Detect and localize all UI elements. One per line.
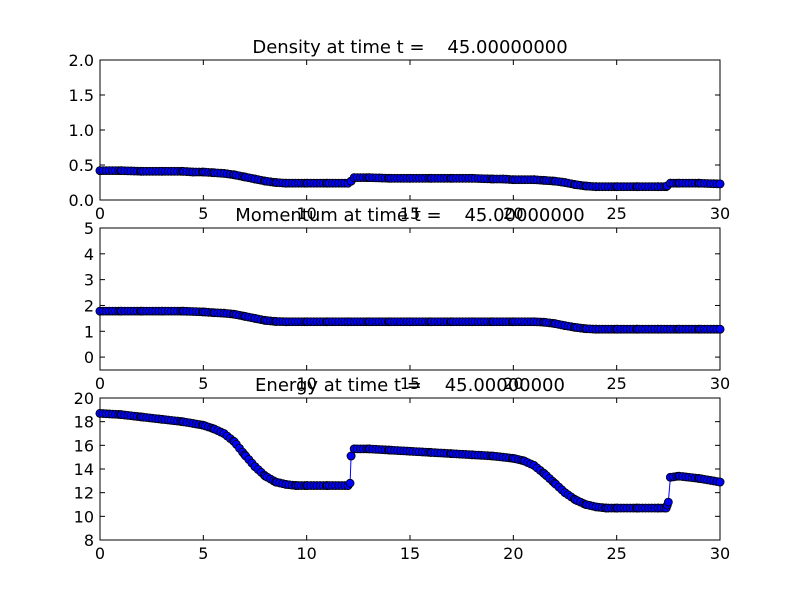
- density-data-point: [715, 179, 725, 189]
- density-x-tick-label: 30: [710, 204, 730, 223]
- energy-title: Energy at time t = 45.00000000: [255, 375, 565, 396]
- energy-x-tick-label: 20: [503, 544, 523, 563]
- energy-y-tick-label: 10: [74, 507, 94, 526]
- energy-y-tick-label: 8: [84, 531, 94, 550]
- energy-x-tick-label: 0: [95, 544, 105, 563]
- energy-y-tick-label: 16: [74, 436, 94, 455]
- energy-data-point: [663, 497, 673, 507]
- momentum-y-tick-label: 2: [84, 296, 94, 315]
- momentum-y-tick-label: 1: [84, 322, 94, 341]
- density-y-tick-label: 0.5: [69, 156, 94, 175]
- energy-x-tick-label: 25: [606, 544, 626, 563]
- density-title: Density at time t = 45.00000000: [252, 37, 567, 58]
- density-y-tick-label: 2.0: [69, 51, 94, 70]
- density-x-tick-label: 20: [503, 204, 523, 223]
- density-x-tick-label: 10: [296, 204, 316, 223]
- momentum-y-tick-label: 5: [84, 219, 94, 238]
- momentum-x-tick-label: 0: [95, 374, 105, 393]
- momentum-x-tick-label: 15: [400, 374, 420, 393]
- energy-y-tick-label: 14: [74, 460, 94, 479]
- density-y-tick-label: 0.0: [69, 191, 94, 210]
- energy-x-tick-label: 5: [198, 544, 208, 563]
- momentum-x-tick-label: 5: [198, 374, 208, 393]
- density-x-tick-label: 0: [95, 204, 105, 223]
- density-y-tick-label: 1.0: [69, 121, 94, 140]
- momentum-y-tick-label: 0: [84, 348, 94, 367]
- energy-x-tick-label: 30: [710, 544, 730, 563]
- momentum-y-tick-label: 4: [84, 245, 94, 264]
- density-x-tick-label: 5: [198, 204, 208, 223]
- momentum-title: Momentum at time t = 45.00000000: [235, 205, 584, 226]
- density-x-tick-label: 25: [606, 204, 626, 223]
- energy-y-tick-label: 20: [74, 389, 94, 408]
- energy-y-tick-label: 18: [74, 413, 94, 432]
- momentum-x-tick-label: 20: [503, 374, 523, 393]
- energy-x-tick-label: 10: [296, 544, 316, 563]
- density-chart: 0 5 10 15 20 25 30 0.0 0.5 1.0 1.5 2.0 Density at ti…: [69, 37, 731, 223]
- momentum-x-tick-label: 30: [710, 374, 730, 393]
- density-x-tick-label: 15: [400, 204, 420, 223]
- energy-y-tick-label: 12: [74, 484, 94, 503]
- energy-x-tick-label: 15: [400, 544, 420, 563]
- density-y-tick-label: 1.5: [69, 86, 94, 105]
- momentum-data-point: [715, 324, 725, 334]
- momentum-plot-area: [99, 227, 721, 371]
- momentum-y-tick-label: 3: [84, 271, 94, 290]
- energy-data-point: [345, 478, 355, 488]
- momentum-x-tick-label: 10: [296, 374, 316, 393]
- energy-data-point: [715, 477, 725, 487]
- momentum-x-tick-label: 25: [606, 374, 626, 393]
